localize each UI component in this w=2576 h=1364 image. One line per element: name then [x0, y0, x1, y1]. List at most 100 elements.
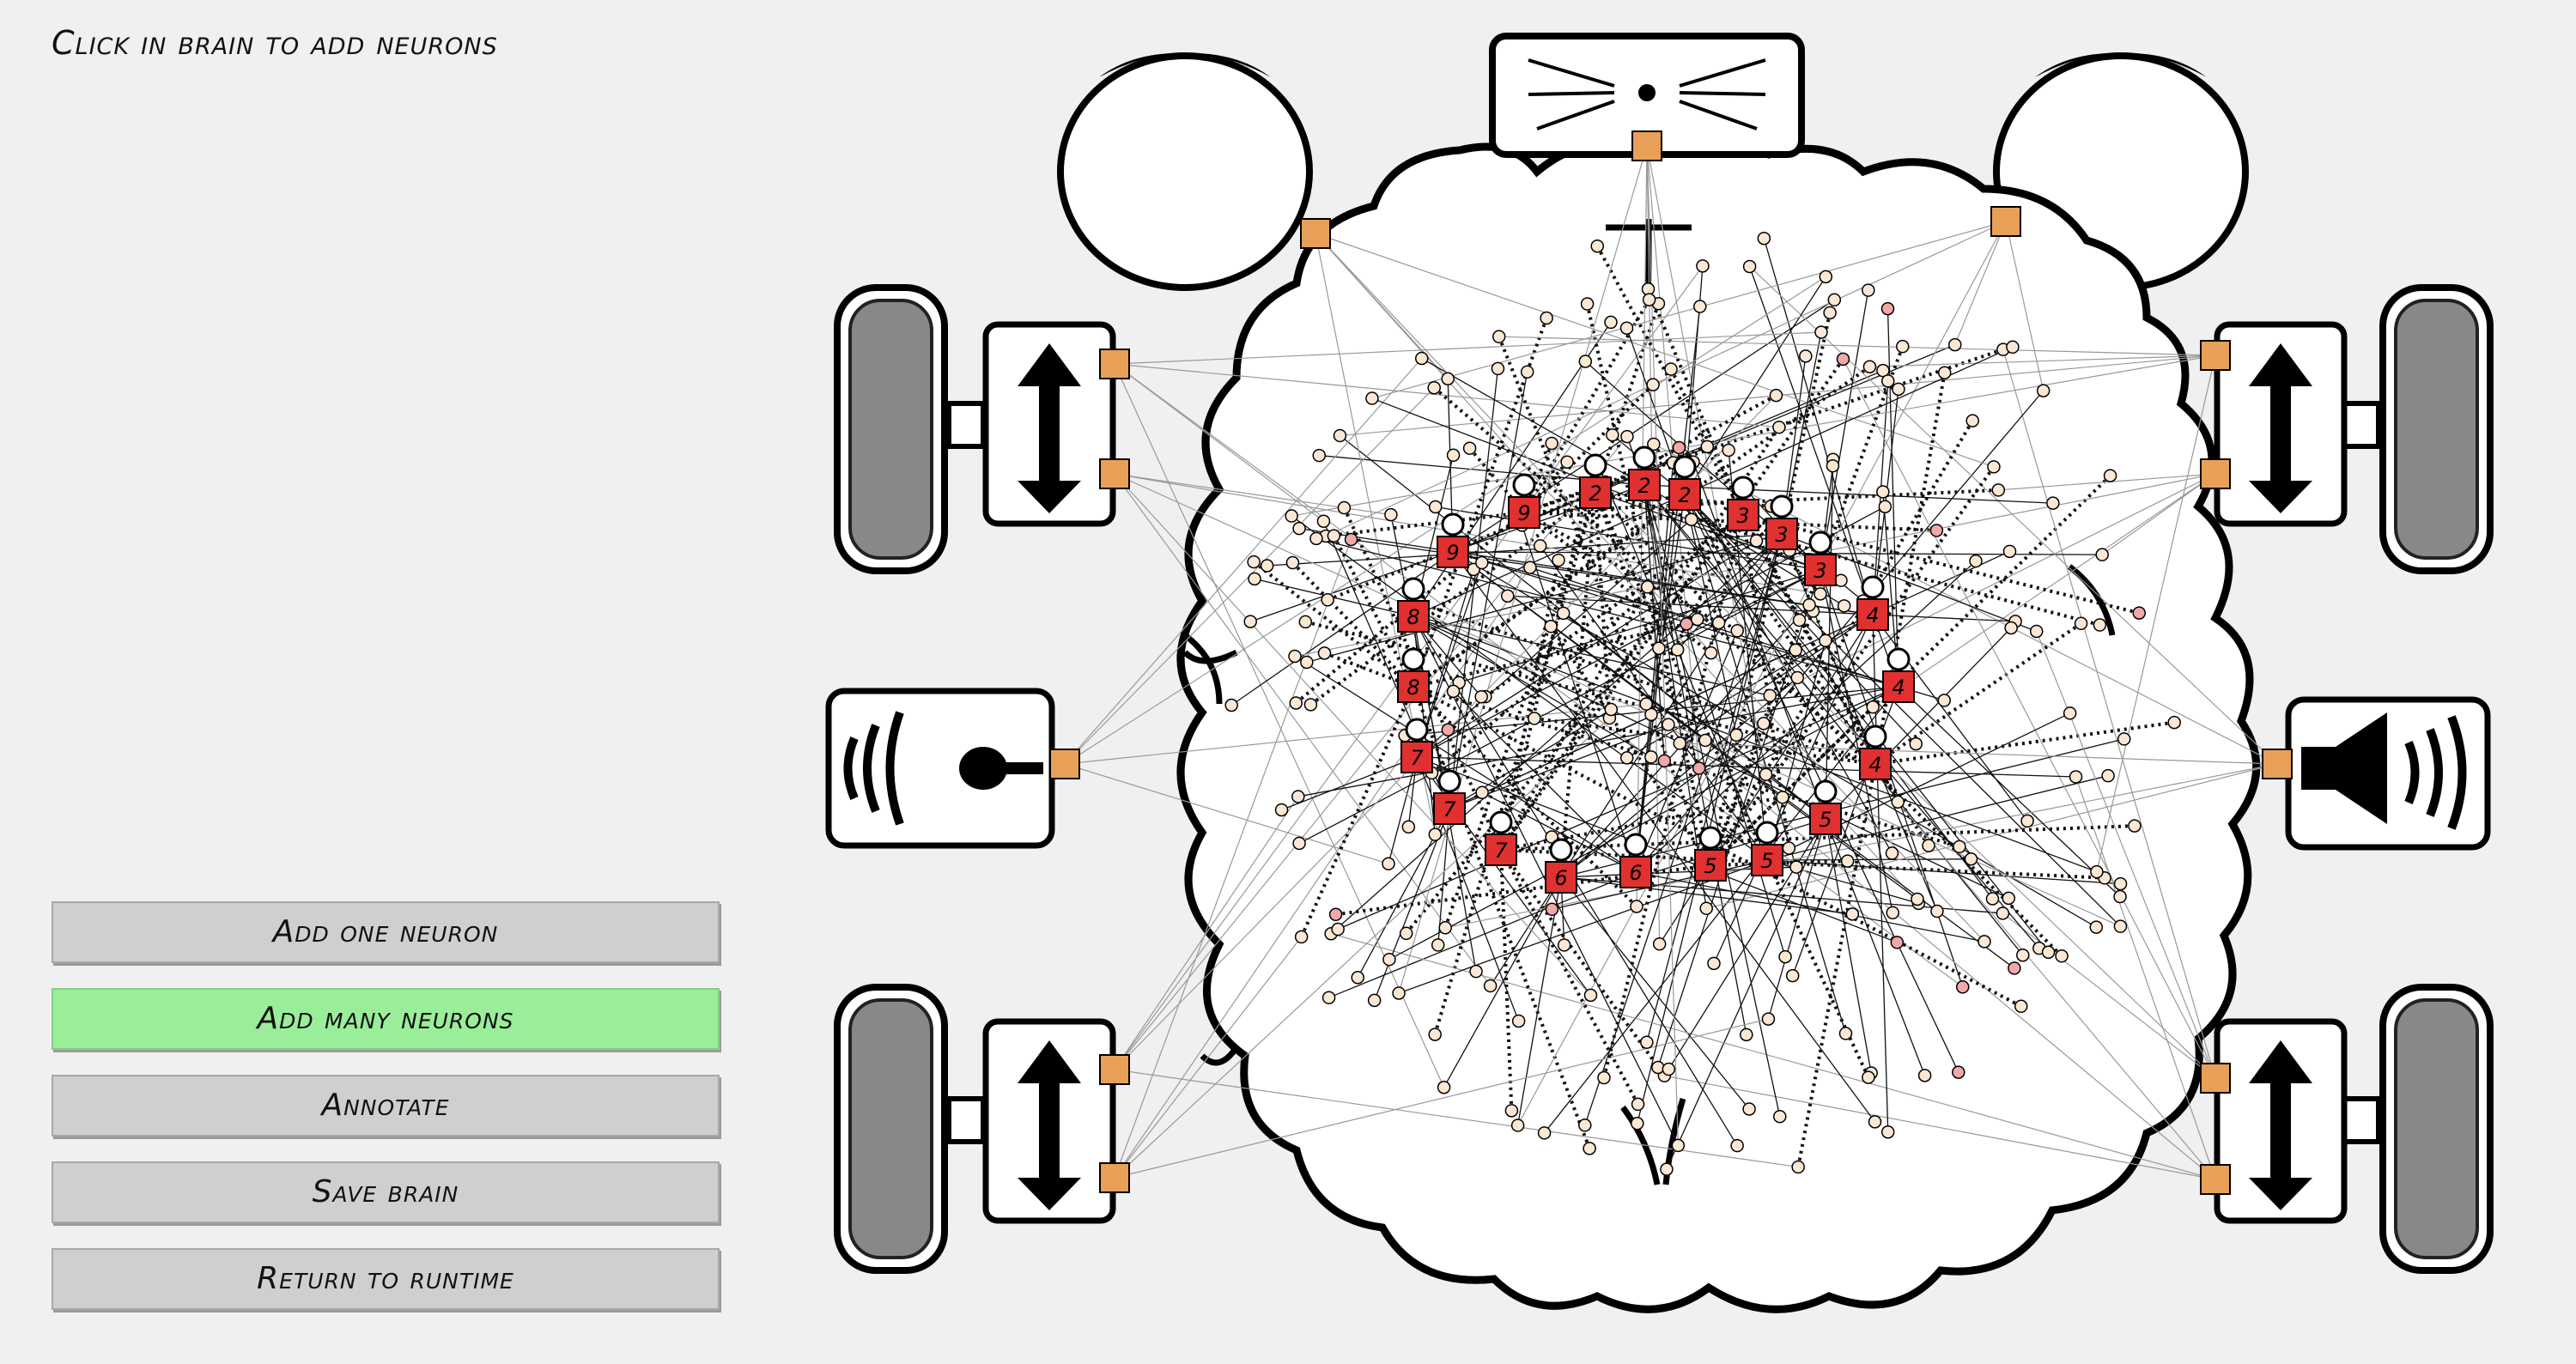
- neuron[interactable]: [2036, 384, 2050, 397]
- neuron[interactable]: [1441, 723, 1455, 737]
- neuron[interactable]: [2103, 469, 2117, 482]
- neuron[interactable]: [1438, 921, 1452, 935]
- neuron[interactable]: [1631, 1097, 1645, 1112]
- add-many-neurons-button[interactable]: Add many neurons: [52, 988, 720, 1050]
- neuron[interactable]: [2101, 768, 2115, 783]
- neuron[interactable]: [1285, 555, 1300, 570]
- neuron[interactable]: [1431, 938, 1445, 952]
- neuron-label-box[interactable]: [1668, 478, 1701, 511]
- neuron[interactable]: [2008, 961, 2021, 975]
- neuron[interactable]: [1492, 330, 1506, 343]
- neuron[interactable]: [1333, 428, 1347, 443]
- neuron[interactable]: [1730, 1138, 1744, 1153]
- hub-neuron[interactable]: [1401, 577, 1425, 601]
- neuron-label-box[interactable]: [1628, 469, 1661, 501]
- neuron-label-box[interactable]: [1809, 803, 1842, 835]
- neuron[interactable]: [1985, 892, 2000, 906]
- neuron[interactable]: [1862, 1070, 1875, 1084]
- neuron-label-box[interactable]: [1400, 741, 1433, 773]
- neuron[interactable]: [1578, 355, 1593, 368]
- neuron[interactable]: [1890, 936, 1905, 949]
- neuron[interactable]: [1331, 922, 1345, 937]
- robot-brain-editor[interactable]: 2 2 2 3 3 3 9 9 8 8 4 4 4 7 7 7 6 6 5 5 5: [816, 21, 2550, 1361]
- neuron[interactable]: [1662, 1062, 1676, 1076]
- neuron[interactable]: [1749, 534, 1764, 548]
- neuron[interactable]: [2113, 919, 2128, 933]
- neuron[interactable]: [2004, 621, 2018, 635]
- save-brain-button[interactable]: Save brain: [52, 1161, 720, 1223]
- neuron[interactable]: [1583, 1142, 1596, 1155]
- neuron[interactable]: [1819, 270, 1833, 284]
- neuron[interactable]: [1399, 926, 1413, 941]
- neuron[interactable]: [1292, 836, 1306, 851]
- neuron[interactable]: [1880, 1125, 1895, 1139]
- hub-neuron[interactable]: [1673, 455, 1697, 479]
- neuron[interactable]: [1446, 684, 1461, 699]
- neuron[interactable]: [1401, 820, 1416, 834]
- neuron[interactable]: [1742, 259, 1757, 274]
- neuron[interactable]: [1769, 388, 1783, 403]
- neuron[interactable]: [1772, 1109, 1787, 1124]
- neuron[interactable]: [1437, 1080, 1451, 1094]
- neuron[interactable]: [1619, 751, 1634, 765]
- neuron[interactable]: [1604, 702, 1619, 717]
- neuron[interactable]: [1799, 349, 1813, 363]
- neuron[interactable]: [2041, 945, 2056, 960]
- neuron[interactable]: [1469, 964, 1483, 979]
- neuron[interactable]: [1580, 297, 1595, 311]
- neuron[interactable]: [1647, 437, 1661, 452]
- neuron[interactable]: [1545, 902, 1559, 917]
- neuron[interactable]: [1309, 531, 1323, 546]
- neuron[interactable]: [1415, 351, 1429, 366]
- neuron[interactable]: [1876, 485, 1890, 499]
- neuron-label-box[interactable]: [1859, 748, 1892, 780]
- neuron[interactable]: [1836, 352, 1850, 367]
- sensor-port[interactable]: [1099, 349, 1130, 379]
- neuron-label-box[interactable]: [1433, 792, 1466, 825]
- hub-neuron[interactable]: [1401, 647, 1425, 671]
- neuron[interactable]: [1652, 937, 1667, 951]
- neuron[interactable]: [1321, 991, 1336, 1004]
- neuron[interactable]: [1789, 643, 1802, 658]
- neuron[interactable]: [2069, 770, 2083, 784]
- neuron[interactable]: [1740, 1028, 1753, 1042]
- neuron[interactable]: [1685, 512, 1698, 526]
- neuron[interactable]: [1996, 906, 2010, 920]
- neuron[interactable]: [1759, 767, 1773, 781]
- neuron[interactable]: [1291, 790, 1305, 803]
- hub-neuron[interactable]: [1405, 718, 1429, 742]
- neuron[interactable]: [1533, 539, 1547, 553]
- neuron[interactable]: [1475, 785, 1489, 799]
- neuron[interactable]: [1328, 907, 1343, 922]
- neuron-label-box[interactable]: [1727, 499, 1759, 531]
- neuron[interactable]: [2095, 548, 2109, 561]
- neuron[interactable]: [1742, 1102, 1756, 1116]
- neuron[interactable]: [1429, 500, 1443, 514]
- neuron[interactable]: [1978, 935, 1991, 949]
- neuron[interactable]: [1937, 694, 1952, 707]
- neuron[interactable]: [1696, 259, 1710, 273]
- neuron-label-box[interactable]: [1804, 554, 1837, 586]
- neuron[interactable]: [1631, 1116, 1644, 1131]
- neuron[interactable]: [1991, 483, 2006, 497]
- neuron[interactable]: [2089, 920, 2104, 934]
- sensor-port[interactable]: [1300, 218, 1331, 249]
- neuron[interactable]: [1300, 655, 1314, 670]
- neuron[interactable]: [1838, 1027, 1853, 1040]
- motor-top-right[interactable]: [2214, 321, 2348, 527]
- neuron-label-box[interactable]: [1397, 670, 1430, 703]
- neuron[interactable]: [1937, 366, 1952, 379]
- neuron[interactable]: [2063, 706, 2077, 720]
- neuron[interactable]: [1693, 300, 1707, 313]
- neuron[interactable]: [1791, 1160, 1805, 1174]
- motor-bottom-left[interactable]: [982, 1018, 1116, 1224]
- neuron[interactable]: [1827, 293, 1842, 307]
- neuron[interactable]: [1987, 460, 2001, 474]
- neuron[interactable]: [2020, 814, 2034, 828]
- neuron[interactable]: [1929, 524, 1944, 537]
- hub-neuron[interactable]: [1755, 821, 1779, 845]
- neuron[interactable]: [1303, 698, 1318, 712]
- microphone-sensor[interactable]: [825, 688, 1055, 849]
- neuron[interactable]: [1247, 555, 1261, 569]
- neuron[interactable]: [1510, 1118, 1525, 1132]
